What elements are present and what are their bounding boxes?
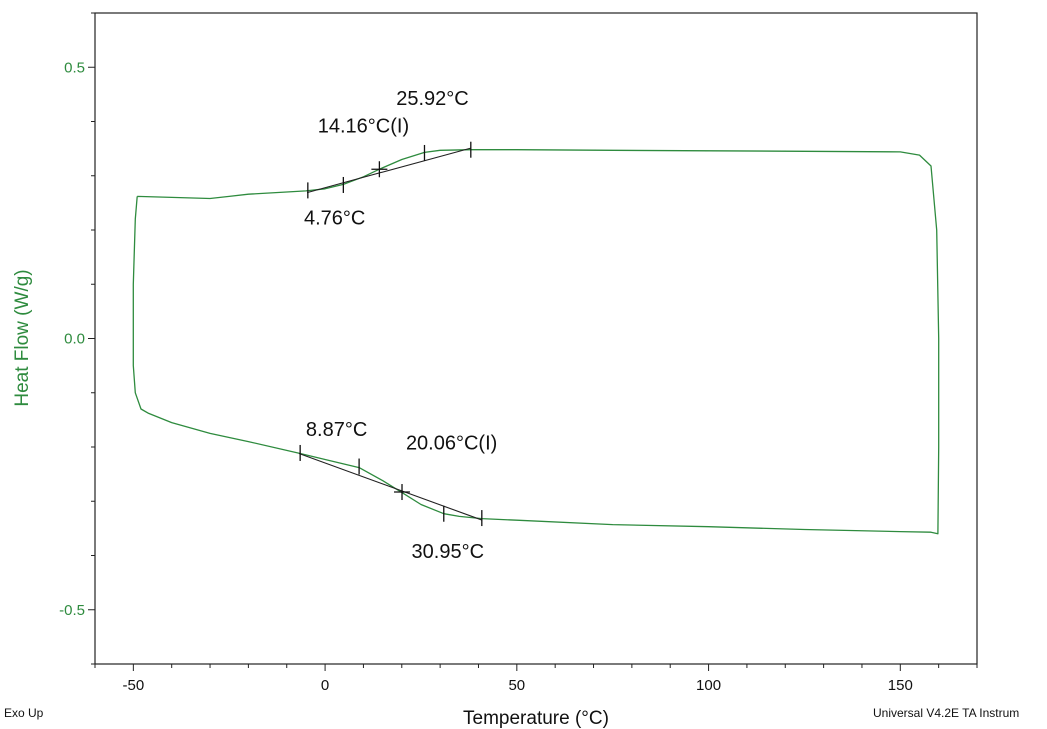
- annotation-3: 8.87°C: [306, 419, 367, 441]
- annotation-4: 20.06°C(I): [406, 433, 497, 455]
- annotation-5: 30.95°C: [412, 541, 485, 563]
- software-version-label: Universal V4.2E TA Instrum: [873, 706, 1019, 720]
- series-line-0: [132, 149, 940, 535]
- x-tick-label: -50: [123, 677, 145, 694]
- y-tick-label: 0.5: [64, 59, 85, 76]
- plot-frame: [94, 12, 978, 665]
- x-tick-label: 150: [888, 677, 913, 694]
- tangent-line-1: [298, 452, 483, 521]
- tangent-layer: [298, 147, 483, 521]
- annotation-layer: 25.92°C 14.16°C(I) 4.76°C 8.87°C 20.06°C(I) 3…: [304, 88, 497, 563]
- x-axis-title: Temperature (°C): [463, 708, 609, 729]
- y-axis-ticks: 0.5 0.0 -0.5: [59, 12, 95, 665]
- exo-up-label: Exo Up: [4, 706, 44, 720]
- x-tick-label: 0: [321, 677, 329, 694]
- annotation-1: 14.16°C(I): [318, 115, 409, 137]
- y-tick-label: 0.0: [64, 331, 85, 348]
- annotation-0: 25.92°C: [396, 88, 469, 110]
- marker-layer: [299, 141, 483, 527]
- series-layer: [132, 149, 940, 535]
- x-tick-label: 50: [508, 677, 525, 694]
- y-tick-label: -0.5: [59, 602, 85, 619]
- annotation-2: 4.76°C: [304, 208, 365, 230]
- x-tick-label: 100: [696, 677, 721, 694]
- tangent-line-0: [306, 147, 471, 194]
- x-axis-ticks: -50 0 50 100 150: [94, 664, 978, 694]
- y-axis-title: Heat Flow (W/g): [12, 269, 33, 406]
